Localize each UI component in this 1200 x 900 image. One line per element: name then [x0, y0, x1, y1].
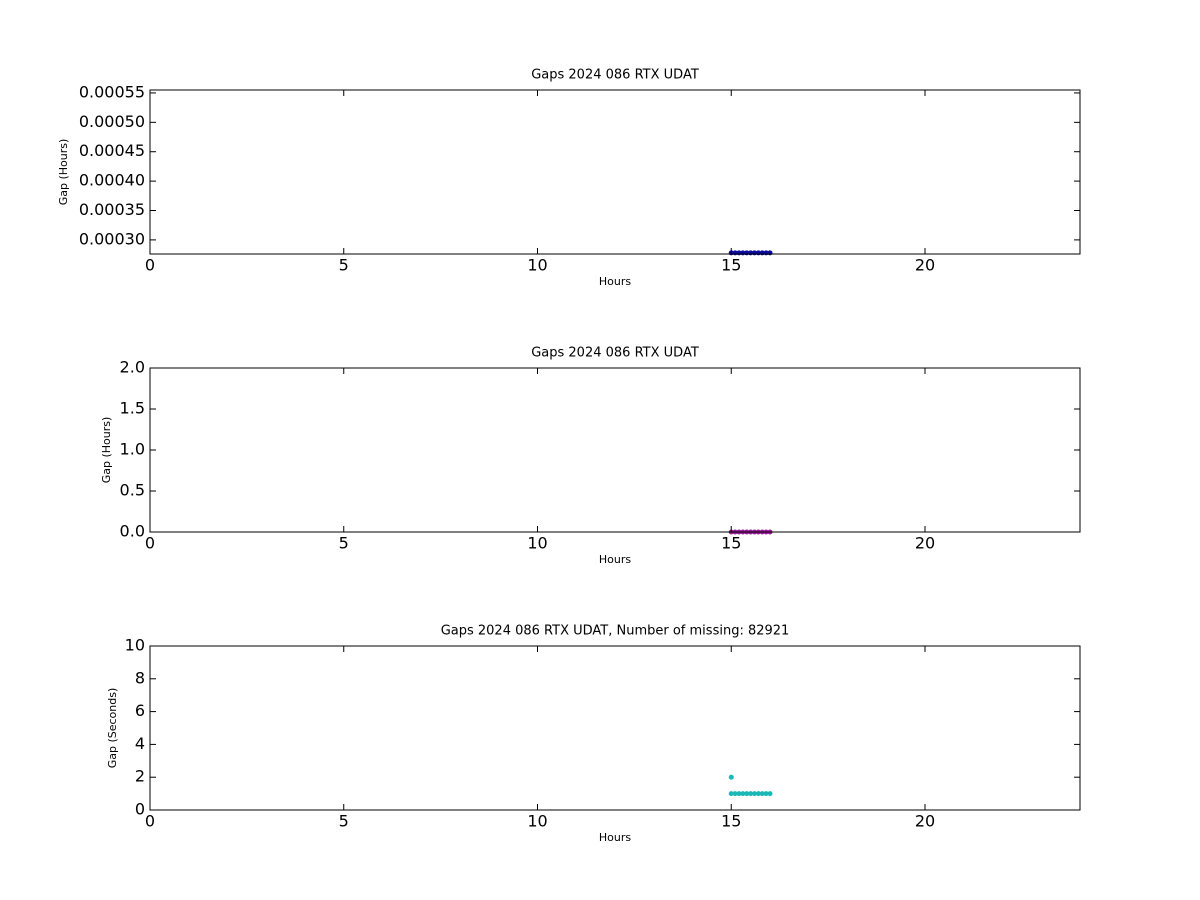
y-tick-label: 0.00030: [79, 229, 145, 248]
data-point: [740, 791, 746, 797]
y-tick-label: 0: [135, 800, 145, 819]
data-point: [744, 791, 750, 797]
data-point: [728, 774, 734, 780]
data-point: [752, 791, 757, 797]
x-tick-label: 10: [527, 534, 547, 553]
x-tick-label: 10: [527, 256, 547, 275]
y-tick-label: 1.0: [120, 440, 145, 459]
x-tick-label: 15: [721, 256, 741, 275]
y-tick-label: 2.0: [120, 358, 145, 377]
data-point: [759, 791, 765, 797]
x-tick-label: 20: [915, 812, 935, 831]
chart-title: Gaps 2024 086 RTX UDAT, Number of missin…: [441, 624, 790, 639]
chart-title: Gaps 2024 086 RTX UDAT: [531, 68, 699, 83]
y-tick-label: 0.0: [120, 522, 145, 541]
y-tick-label: 2: [135, 767, 145, 786]
x-tick-label: 15: [721, 812, 741, 831]
data-point: [755, 791, 761, 797]
x-tick-label: 10: [527, 812, 547, 831]
x-tick-label: 5: [339, 256, 349, 275]
x-axis-label: Hours: [599, 831, 631, 844]
y-tick-label: 0.00045: [79, 141, 145, 160]
y-tick-label: 0.5: [120, 481, 145, 500]
data-point: [767, 791, 773, 797]
data-point: [748, 791, 754, 797]
plot-frame: [149, 89, 1081, 255]
x-tick-label: 5: [339, 534, 349, 553]
y-tick-label: 0.00050: [79, 112, 145, 131]
data-point: [728, 791, 734, 797]
x-tick-label: 0: [145, 812, 155, 831]
y-tick-label: 8: [135, 668, 145, 687]
x-axis-label: Hours: [599, 553, 631, 566]
x-tick-label: 15: [721, 534, 741, 553]
x-tick-label: 20: [915, 256, 935, 275]
x-tick-label: 0: [145, 534, 155, 553]
y-tick-label: 4: [135, 734, 145, 753]
data-point: [763, 791, 769, 797]
y-tick-label: 0.00035: [79, 200, 145, 219]
y-tick-label: 6: [135, 701, 145, 720]
plot-frame: [149, 367, 1081, 533]
x-tick-label: 20: [915, 534, 935, 553]
y-axis-label: Gap (Seconds): [106, 688, 119, 769]
y-axis-label: Gap (Hours): [57, 139, 70, 206]
data-point: [767, 250, 773, 256]
data-point: [736, 791, 742, 797]
plot-frame: [149, 645, 1081, 811]
y-tick-label: 1.5: [120, 399, 145, 418]
y-tick-label: 0.00055: [79, 82, 145, 101]
x-tick-label: 5: [339, 812, 349, 831]
x-axis-label: Hours: [599, 275, 631, 288]
y-tick-label: 0.00040: [79, 171, 145, 190]
x-tick-label: 0: [145, 256, 155, 275]
data-point: [732, 791, 738, 797]
y-axis-label: Gap (Hours): [100, 417, 113, 484]
chart-title: Gaps 2024 086 RTX UDAT: [531, 346, 699, 361]
y-tick-label: 10: [125, 636, 145, 655]
